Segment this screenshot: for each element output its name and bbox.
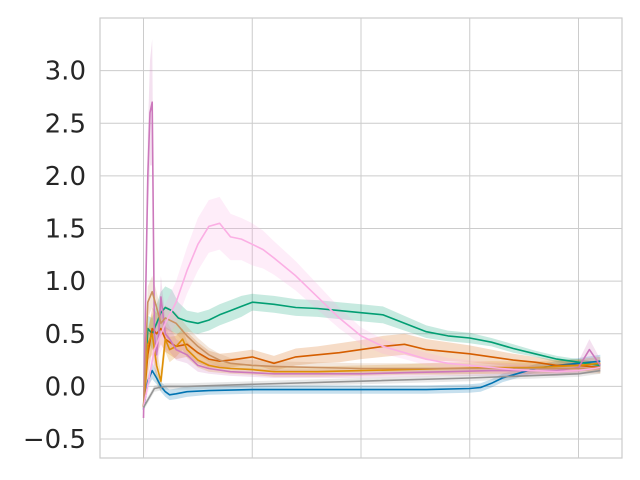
series-3-band	[143, 312, 601, 413]
y-tick-label: 0.5	[45, 320, 86, 350]
y-tick-label: 1.0	[45, 267, 86, 297]
series-1-band	[143, 286, 601, 413]
series-7-band	[143, 367, 601, 411]
y-tick-labels: −0.5 0.0 0.5 1.0 1.5 2.0 2.5 3.0	[23, 57, 86, 455]
grid	[100, 18, 622, 458]
series-5-line	[142, 290, 601, 408]
series-6-band	[143, 196, 601, 413]
y-tick-label: −0.5	[23, 425, 86, 455]
plot-frame	[99, 17, 623, 459]
y-tick-label: 0.0	[45, 372, 86, 402]
series-2-line	[142, 327, 601, 408]
y-tick-label: 1.5	[45, 215, 86, 245]
series-1-line	[142, 301, 601, 408]
y-tick-label: 2.5	[45, 109, 86, 139]
y-tick-label: 3.0	[45, 57, 86, 87]
series-6-line	[142, 222, 601, 408]
series-lines	[142, 101, 601, 419]
series-7-line	[142, 369, 601, 408]
y-tick-label: 2.0	[45, 162, 86, 192]
